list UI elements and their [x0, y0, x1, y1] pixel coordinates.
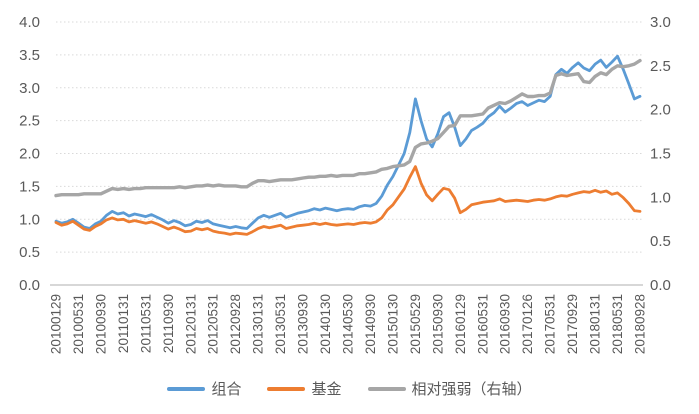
- legend-label-relative-strength: 相对强弱（右轴）: [411, 381, 532, 398]
- portfolio-line-swatch: [167, 386, 206, 391]
- legend-item-relative-strength: 相对强弱（右轴）: [367, 378, 532, 399]
- x-axis-tick-label: 20100129: [49, 294, 64, 354]
- x-axis-tick-label: 20160129: [453, 294, 468, 354]
- left-axis-tick-label: 0.5: [19, 244, 40, 261]
- x-axis-tick-label: 20100531: [71, 294, 86, 354]
- right-axis-tick-label: 0.0: [650, 277, 671, 294]
- x-axis-tick-label: 20170531: [543, 294, 558, 354]
- x-axis-tick-label: 20130531: [273, 294, 288, 354]
- x-axis-tick-label: 20170929: [565, 294, 580, 354]
- x-axis-tick-label: 20110531: [138, 294, 153, 353]
- x-axis-tick-label: 20160930: [498, 294, 513, 354]
- right-axis-tick-label: 1.0: [650, 189, 671, 206]
- x-axis-tick-label: 20150529: [408, 294, 423, 354]
- x-axis-tick-label: 20180531: [610, 294, 625, 354]
- right-axis-tick-label: 2.0: [650, 102, 671, 119]
- left-axis-tick-label: 1.0: [19, 211, 40, 228]
- x-axis-tick-label: 20110131: [116, 294, 131, 353]
- left-axis-tick-label: 3.5: [19, 47, 40, 64]
- legend-label-fund: 基金: [311, 381, 342, 398]
- left-axis-tick-label: 2.5: [19, 113, 40, 130]
- fund-line-swatch: [267, 386, 306, 391]
- series-line-2: [54, 58, 642, 198]
- x-axis-tick-label: 20180131: [588, 294, 603, 354]
- left-axis-tick-label: 2.0: [19, 146, 40, 163]
- right-axis-tick-label: 3.0: [650, 14, 671, 31]
- left-axis-tick-label: 3.0: [19, 80, 40, 97]
- x-axis-tick-label: 20150130: [385, 294, 400, 354]
- legend-item-fund: 基金: [267, 378, 342, 399]
- x-axis-tick-label: 20140930: [363, 294, 378, 354]
- x-axis-tick-label: 20170126: [520, 294, 535, 354]
- relative-strength-line-swatch: [367, 386, 406, 391]
- x-axis-tick-label: 20130930: [296, 294, 311, 354]
- right-axis-tick-label: 0.5: [650, 233, 671, 250]
- left-axis-tick-label: 4.0: [19, 14, 40, 31]
- left-axis-tick-label: 1.5: [19, 178, 40, 195]
- series-line-1: [54, 165, 642, 236]
- right-axis-tick-label: 2.5: [650, 58, 671, 75]
- x-axis-tick-label: 20110930: [161, 294, 176, 353]
- legend-label-portfolio: 组合: [211, 381, 242, 398]
- x-axis-tick-label: 20180928: [633, 294, 648, 354]
- x-axis-tick-label: 20160531: [475, 294, 490, 354]
- x-axis-tick-label: 20140130: [318, 294, 333, 354]
- x-axis-tick-label: 20120131: [183, 294, 198, 354]
- x-axis-tick-label: 20120928: [228, 294, 243, 354]
- chart-legend: 组合 基金 相对强弱（右轴）: [0, 378, 699, 399]
- x-axis-tick-label: 20120531: [206, 294, 221, 354]
- x-axis-tick-label: 20130131: [251, 294, 266, 354]
- series-line-0: [54, 54, 642, 230]
- legend-item-portfolio: 组合: [167, 378, 241, 399]
- right-axis-tick-label: 1.5: [650, 146, 671, 163]
- left-axis-tick-label: 0.0: [19, 277, 40, 294]
- x-axis-tick-label: 20140530: [341, 294, 356, 354]
- x-axis-tick-label: 20150930: [430, 294, 445, 354]
- x-axis-tick-label: 20100930: [93, 294, 108, 354]
